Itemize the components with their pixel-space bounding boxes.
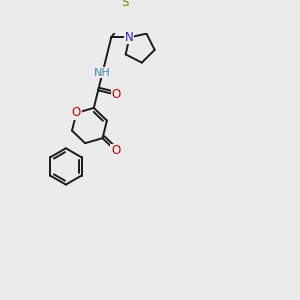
Text: NH: NH [94,68,111,78]
Text: S: S [121,0,129,9]
Text: N: N [125,31,134,44]
Text: O: O [72,106,81,119]
Text: O: O [111,88,120,101]
Text: O: O [111,144,120,157]
